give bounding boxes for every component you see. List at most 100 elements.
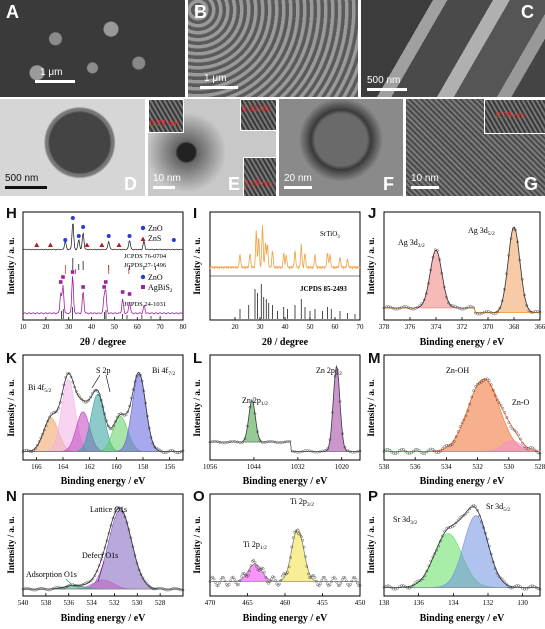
x-axis-label-o: Binding energy / eV (243, 613, 329, 624)
data-point (142, 389, 146, 393)
data-point (482, 526, 485, 529)
data-point (396, 586, 399, 590)
zns-marker (116, 242, 122, 247)
data-point (153, 587, 157, 591)
fit-peak (210, 563, 360, 582)
data-point (485, 310, 488, 313)
fit-peak (210, 528, 360, 582)
data-point (306, 572, 310, 576)
data-point (484, 531, 487, 535)
data-point (59, 586, 63, 590)
data-point (85, 400, 89, 404)
data-point (415, 580, 419, 583)
data-point (338, 584, 341, 587)
data-point (348, 450, 352, 453)
data-point (99, 398, 103, 402)
data-point (478, 514, 481, 518)
data-point (91, 392, 94, 395)
fit-envelope (384, 226, 540, 314)
agbis2-marker (81, 285, 85, 289)
y-axis-label-j: Intensity / a. u. (366, 237, 376, 294)
data-point (499, 576, 503, 580)
data-point (442, 285, 446, 289)
data-point (342, 575, 345, 579)
data-point (96, 390, 99, 393)
x-axis-label-l: Binding energy / eV (243, 476, 329, 487)
data-point (534, 586, 538, 589)
data-point (538, 310, 542, 314)
data-point (305, 565, 309, 568)
data-point (523, 293, 526, 297)
x-tick-label: 20 (42, 323, 50, 331)
data-point (35, 443, 39, 447)
data-point (301, 539, 305, 542)
x-tick-label: 465 (242, 599, 253, 607)
reference-label-2: JCPDS 27-1496 (124, 262, 167, 269)
data-point (140, 379, 144, 383)
data-point (115, 415, 119, 419)
scale-text: 1 μm (204, 73, 227, 84)
x-tick-label: 60 (134, 323, 142, 331)
data-point (532, 585, 536, 588)
data-point (521, 441, 524, 445)
data-point (131, 545, 135, 549)
data-point (272, 576, 276, 579)
data-point (218, 440, 222, 444)
fit-peak (23, 378, 183, 452)
data-point (112, 424, 115, 428)
data-point (417, 579, 421, 583)
x-tick-label: 40 (282, 323, 290, 331)
data-point (319, 582, 322, 585)
pointer-defect (97, 560, 105, 583)
data-point (334, 577, 337, 581)
data-point (244, 573, 247, 577)
x-tick-label: 166 (31, 463, 42, 471)
data-point (286, 439, 289, 443)
data-point (41, 587, 45, 590)
agbis2-marker (61, 275, 65, 279)
data-point (448, 444, 452, 447)
data-point (55, 409, 59, 413)
data-point (521, 586, 524, 590)
scale-bar (411, 186, 439, 189)
x-tick-label: 368 (509, 323, 520, 331)
data-point (303, 449, 307, 453)
data-point (25, 587, 29, 590)
scale-text: 20 nm (284, 173, 312, 184)
fit-peaks-k (21, 371, 185, 455)
x-tick-label: 540 (18, 599, 29, 607)
data-point (427, 282, 430, 285)
data-point (351, 450, 354, 454)
data-point (258, 439, 262, 443)
data-point (312, 574, 315, 577)
zno-marker (127, 234, 132, 238)
data-point (427, 564, 431, 568)
data-point (356, 450, 359, 453)
data-point (23, 449, 27, 452)
data-point (437, 451, 440, 454)
data-point (437, 544, 440, 548)
data-point (53, 410, 57, 414)
data-point (243, 437, 247, 440)
x-tick-label: 530 (132, 599, 143, 607)
fit-peaks-p (382, 503, 542, 591)
data-point (517, 584, 520, 587)
data-point (289, 556, 292, 559)
data-point (215, 584, 219, 587)
data-point (260, 566, 264, 570)
fit-peak (384, 440, 541, 452)
data-point (420, 301, 424, 305)
data-point (177, 588, 181, 591)
data-point (123, 515, 127, 519)
data-point (115, 507, 119, 511)
data-point (347, 584, 351, 588)
data-point (353, 450, 357, 454)
xrd-trace-zno-agbis2 (22, 276, 184, 315)
data-point (507, 421, 511, 425)
data-point (431, 555, 435, 559)
peak-label-ag-3d32: Ag 3d3/2 (398, 238, 425, 249)
data-point (429, 559, 433, 563)
data-point (516, 240, 520, 244)
x-tick-label: 372 (457, 323, 468, 331)
data-point (320, 578, 324, 582)
